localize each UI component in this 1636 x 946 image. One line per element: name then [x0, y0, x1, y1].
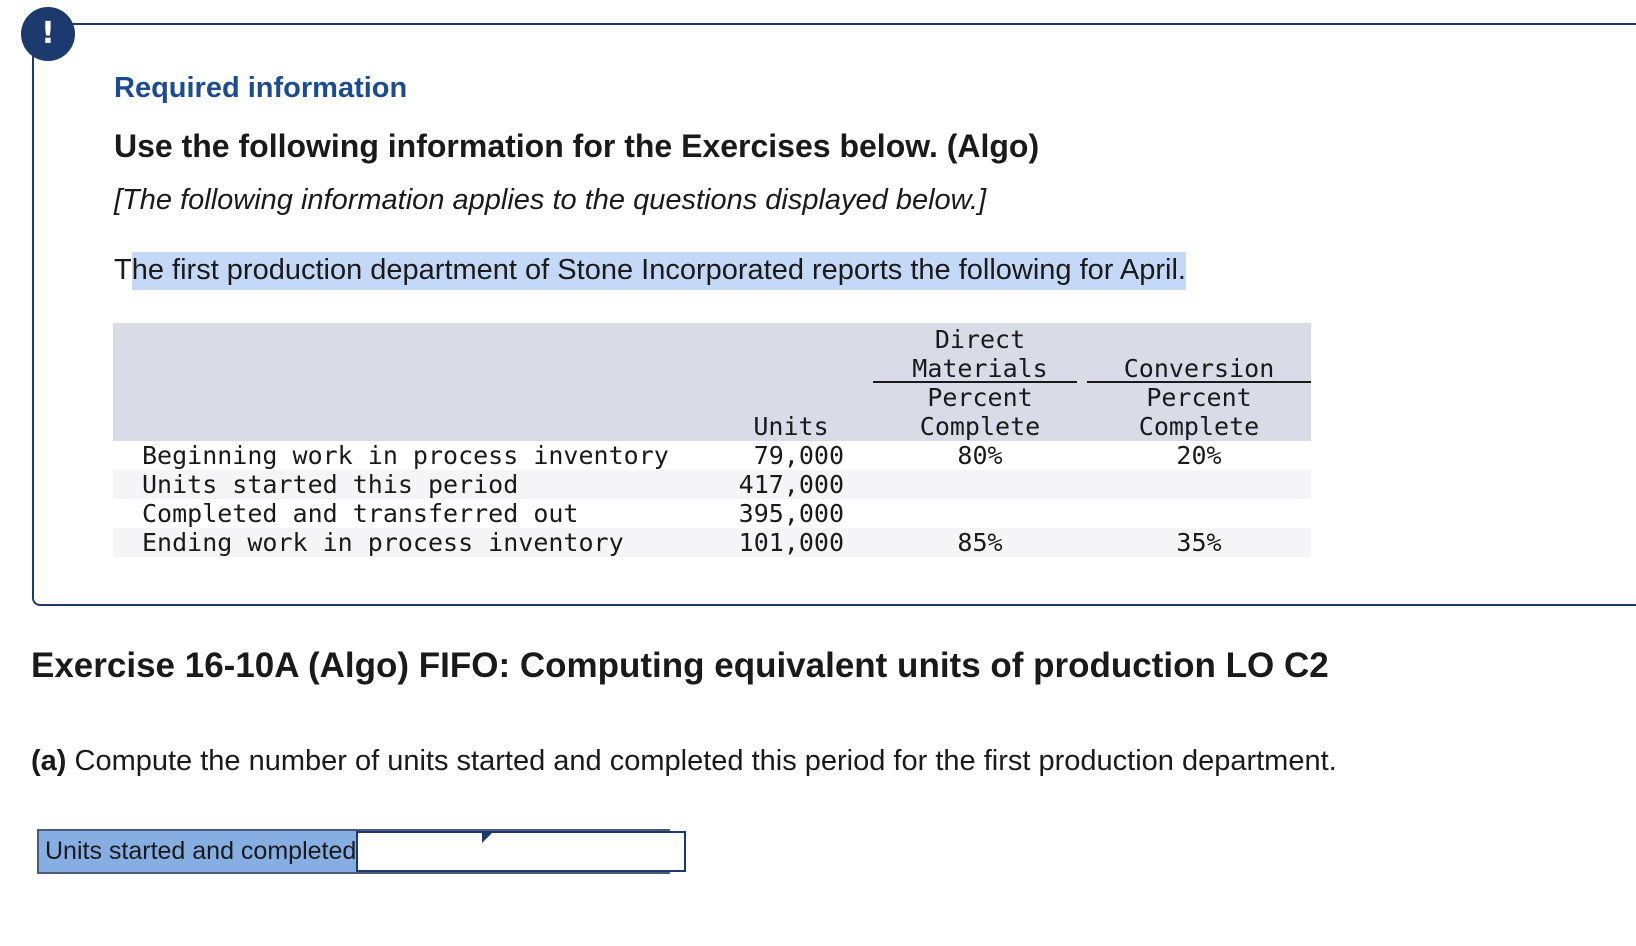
row-dm-percent: 80%	[957, 441, 1003, 470]
table-header: Direct Materials Conversion Percent Comp…	[113, 323, 1311, 441]
instructions-heading: Use the following information for the Ex…	[114, 128, 1040, 164]
row-label: Beginning work in process inventory	[142, 441, 669, 470]
table-row: Completed and transferred out 395,000	[113, 499, 1311, 528]
header-dm-percent-complete: Percent Complete	[873, 383, 1087, 441]
header-dm-complete: Complete	[919, 412, 1041, 441]
header-cv-percent: Percent	[1146, 383, 1252, 412]
question-text: (a) Compute the number of units started …	[31, 745, 1337, 778]
production-data-table: Direct Materials Conversion Percent Comp…	[113, 323, 1311, 557]
row-dm-percent: 85%	[957, 528, 1003, 557]
question-body: Compute the number of units started and …	[66, 745, 1337, 777]
header-dm-percent: Percent	[927, 383, 1033, 412]
applies-note: [The following information applies to th…	[114, 184, 987, 216]
intro-first-letter: T	[114, 254, 132, 286]
header-direct-materials-line2: Materials	[912, 354, 1048, 383]
header-rule-direct-materials	[873, 381, 1077, 383]
row-label: Completed and transferred out	[142, 499, 579, 528]
table-row: Ending work in process inventory 101,000…	[113, 528, 1311, 557]
row-units: 417,000	[738, 470, 844, 499]
header-units: Units	[753, 412, 829, 441]
intro-selected-text: he first production department of Stone …	[131, 252, 1186, 290]
units-started-completed-input[interactable]	[356, 831, 687, 872]
header-conversion: Conversion	[1123, 354, 1275, 383]
table-row: Beginning work in process inventory 79,0…	[113, 441, 1311, 470]
row-label: Ending work in process inventory	[142, 528, 624, 557]
row-units: 79,000	[753, 441, 844, 470]
exercise-title: Exercise 16-10A (Algo) FIFO: Computing e…	[31, 646, 1329, 685]
row-cv-percent: 35%	[1176, 528, 1222, 557]
table-row: Units started this period 417,000	[113, 470, 1311, 499]
header-rule-conversion	[1087, 381, 1311, 383]
answer-row: Units started and completed	[37, 829, 687, 874]
row-units: 395,000	[738, 499, 844, 528]
question-part-label: (a)	[31, 745, 67, 777]
header-cv-percent-complete: Percent Complete	[1087, 383, 1311, 441]
alert-exclamation-icon: !	[21, 7, 75, 61]
header-direct-materials: Direct Materials	[873, 325, 1087, 383]
required-information-box	[32, 23, 1636, 606]
intro-paragraph: The first production department of Stone…	[114, 252, 1186, 290]
row-cv-percent: 20%	[1176, 441, 1222, 470]
required-information-heading: Required information	[114, 72, 408, 104]
header-cv-complete: Complete	[1138, 412, 1260, 441]
row-units: 101,000	[738, 528, 844, 557]
row-label: Units started this period	[142, 470, 519, 499]
answer-label: Units started and completed	[39, 831, 357, 872]
header-direct-materials-line1: Direct	[934, 325, 1026, 354]
